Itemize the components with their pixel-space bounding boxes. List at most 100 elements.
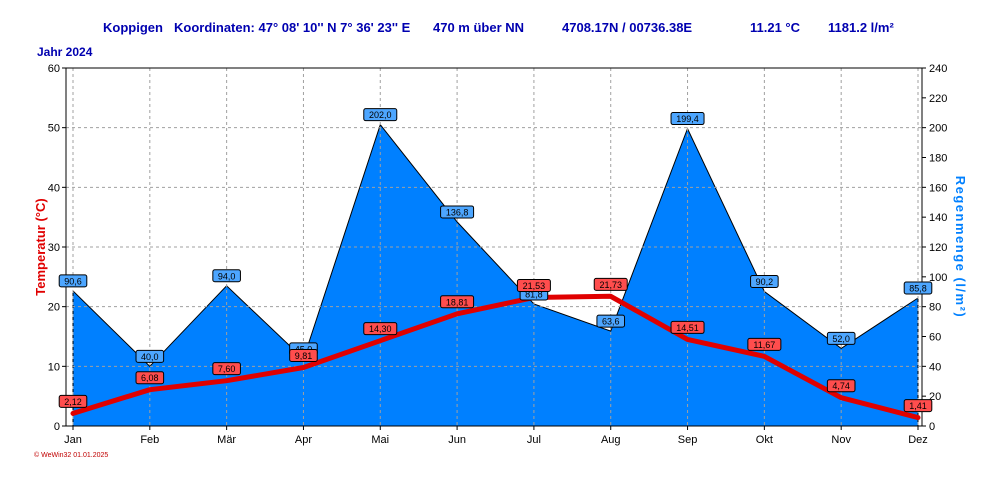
precip-data-label-box xyxy=(363,108,398,122)
temp-data-label-box xyxy=(516,279,551,293)
temp-data-label: 6,08 xyxy=(135,371,165,385)
temp-data-label-box xyxy=(826,379,856,393)
y2-tick-label: 160 xyxy=(929,182,947,194)
precip-data-label-box xyxy=(903,281,933,295)
y2-tick-label: 200 xyxy=(929,123,947,135)
temp-data-label-text: 14,51 xyxy=(676,323,699,333)
precip-data-label-box xyxy=(440,205,475,219)
precip-data-label: 63,6 xyxy=(596,314,626,328)
temp-data-label: 9,81 xyxy=(289,348,318,362)
temp-data-label: 21,73 xyxy=(593,277,628,291)
y2-tick-label: 100 xyxy=(929,272,947,284)
temp-data-label-box xyxy=(212,362,241,376)
temp-data-label-box xyxy=(135,371,165,385)
precip-data-label: 202,0 xyxy=(363,108,398,122)
copyright-note: © WeWin32 01.01.2025 xyxy=(34,452,109,459)
altitude-label: 470 m über NN xyxy=(433,20,525,35)
precip-data-label-text: 85,8 xyxy=(909,284,927,294)
temp-data-label-box xyxy=(903,399,933,413)
precip-data-label: 136,8 xyxy=(440,205,475,219)
x-tick-label: Feb xyxy=(140,434,159,446)
y-axis-title: Temperatur (°C) xyxy=(33,198,48,295)
mean-temperature: 11.21 °C xyxy=(750,20,801,35)
y2-tick-label: 40 xyxy=(929,361,941,373)
x-tick-label: Jul xyxy=(527,434,541,446)
x-tick-label: Aug xyxy=(601,434,621,446)
precip-data-label: 90,6 xyxy=(58,274,88,288)
temp-data-label: 2,12 xyxy=(58,394,88,408)
temp-data-label-box xyxy=(289,348,318,362)
x-tick-label: Jun xyxy=(448,434,466,446)
x-tick-label: Mär xyxy=(217,434,236,446)
precip-data-label-text: 63,6 xyxy=(602,317,620,327)
temp-data-label-text: 2,12 xyxy=(64,397,82,407)
temp-data-label-text: 21,73 xyxy=(599,280,622,290)
temp-data-label-box xyxy=(593,277,628,291)
precip-data-label-box xyxy=(826,331,856,345)
precip-data-label-text: 81,8 xyxy=(525,289,543,299)
temp-data-label: 11,67 xyxy=(747,337,782,351)
precip-data-label-text: 136,8 xyxy=(446,207,469,217)
x-tick-label: Nov xyxy=(831,434,851,446)
y-tick-label: 40 xyxy=(48,182,60,194)
station-name: Koppigen xyxy=(103,20,163,35)
year-label: Jahr 2024 xyxy=(37,45,93,59)
y-tick-label: 10 xyxy=(48,361,60,373)
y2-tick-label: 80 xyxy=(929,302,941,314)
precip-data-label-text: 90,2 xyxy=(756,277,774,287)
temp-data-label-text: 7,60 xyxy=(218,364,236,374)
y2-tick-label: 120 xyxy=(929,242,947,254)
precip-data-label: 90,2 xyxy=(750,274,779,288)
temp-data-label: 14,30 xyxy=(363,322,398,336)
temperature-line xyxy=(70,293,921,421)
y2-axis-title: Regenmenge (l/m²) xyxy=(953,176,968,319)
precip-data-label-box xyxy=(670,112,705,126)
precip-data-label-box xyxy=(750,274,779,288)
precip-data-label-text: 94,0 xyxy=(218,271,236,281)
x-tick-label: Dez xyxy=(908,434,928,446)
x-tick-label: Okt xyxy=(756,434,773,446)
precip-data-label-text: 52,0 xyxy=(832,334,850,344)
temp-data-label-text: 1,41 xyxy=(909,401,927,411)
temp-data-label-text: 21,53 xyxy=(523,281,546,291)
temp-data-label-box xyxy=(363,322,398,336)
temp-data-label-text: 9,81 xyxy=(295,351,313,361)
precip-data-label: 199,4 xyxy=(670,112,705,126)
y2-tick-label: 240 xyxy=(929,63,947,75)
y2-tick-label: 60 xyxy=(929,332,941,344)
x-tick-label: Apr xyxy=(295,434,312,446)
y-tick-label: 30 xyxy=(48,242,60,254)
precip-data-label-box xyxy=(596,314,626,328)
y-tick-label: 60 xyxy=(48,63,60,75)
temp-data-label-text: 4,74 xyxy=(832,381,850,391)
y2-tick-label: 140 xyxy=(929,212,947,224)
precip-data-label: 52,0 xyxy=(826,331,856,345)
y-tick-label: 50 xyxy=(48,123,60,135)
precip-data-label-text: 199,4 xyxy=(676,114,699,124)
y2-tick-label: 180 xyxy=(929,153,947,165)
precip-data-label: 94,0 xyxy=(212,269,241,283)
temp-data-label-box xyxy=(440,295,475,309)
precip-data-label-text: 202,0 xyxy=(369,110,392,120)
y-tick-label: 20 xyxy=(48,302,60,314)
temp-data-label: 1,41 xyxy=(903,399,933,413)
precip-data-label-box xyxy=(58,274,88,288)
temp-data-label-text: 6,08 xyxy=(141,373,159,383)
temp-data-label-text: 14,30 xyxy=(369,324,392,334)
y2-tick-label: 20 xyxy=(929,391,941,403)
temp-data-label: 21,53 xyxy=(516,279,551,293)
temp-data-label: 7,60 xyxy=(212,362,241,376)
precip-data-label-box xyxy=(212,269,241,283)
temp-data-label-box xyxy=(747,337,782,351)
temp-data-label: 4,74 xyxy=(826,379,856,393)
x-tick-label: Sep xyxy=(678,434,698,446)
temp-data-label-text: 11,67 xyxy=(753,340,775,350)
x-tick-label: Mai xyxy=(371,434,389,446)
temp-data-label-box xyxy=(670,320,705,334)
coordinates-label: Koordinaten: 47° 08' 10'' N 7° 36' 23'' … xyxy=(174,20,411,35)
precip-data-label-text: 40,0 xyxy=(141,352,159,362)
precip-data-label: 40,0 xyxy=(135,349,165,363)
y2-tick-label: 0 xyxy=(929,421,935,433)
